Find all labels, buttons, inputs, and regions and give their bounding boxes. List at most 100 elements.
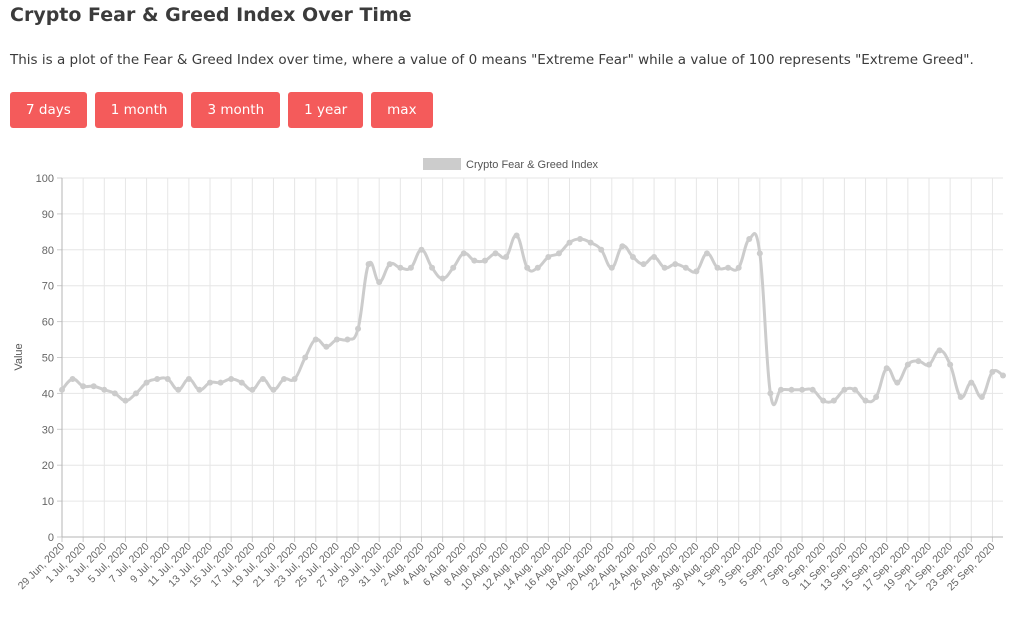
data-point <box>545 253 552 260</box>
data-point <box>481 257 488 264</box>
data-point <box>799 386 806 393</box>
data-point <box>143 379 150 386</box>
data-point <box>725 264 732 271</box>
y-tick-label: 60 <box>42 317 54 329</box>
data-point <box>439 275 446 282</box>
data-point <box>777 386 784 393</box>
data-point <box>693 268 700 275</box>
data-point <box>207 379 214 386</box>
data-point <box>598 246 605 253</box>
data-point <box>746 236 753 243</box>
grid <box>61 177 1003 538</box>
data-point <box>873 393 880 400</box>
page-title: Crypto Fear & Greed Index Over Time <box>10 4 412 26</box>
chart-container: 0 10 20 30 40 50 60 70 80 90 100 29 Jun, 2020 1 Jul,… <box>0 150 1021 626</box>
data-point <box>312 336 319 343</box>
data-point <box>376 279 383 286</box>
data-point <box>471 257 478 264</box>
data-point <box>1000 372 1006 379</box>
y-tick-label: 70 <box>42 281 54 293</box>
data-point <box>429 264 436 271</box>
data-point <box>640 261 647 268</box>
data-point <box>154 376 161 383</box>
data-point <box>164 376 171 383</box>
y-tick-label: 30 <box>42 424 54 436</box>
legend-label: Crypto Fear & Greed Index <box>466 159 599 171</box>
data-point <box>894 379 901 386</box>
data-point <box>386 261 393 268</box>
data-point <box>133 390 140 397</box>
data-point <box>629 253 636 260</box>
data-point <box>460 250 467 257</box>
data-point <box>904 361 911 368</box>
data-point <box>661 264 668 271</box>
data-point <box>619 243 626 250</box>
data-point <box>122 397 129 404</box>
data-point <box>651 253 658 260</box>
data-point <box>767 390 774 397</box>
data-point <box>587 239 594 246</box>
data-point <box>820 397 827 404</box>
data-point <box>703 250 710 257</box>
data-point <box>672 261 679 268</box>
range-button-1-year[interactable]: 1 year <box>288 92 364 128</box>
data-point <box>936 347 943 354</box>
data-point <box>355 325 362 332</box>
data-point <box>344 336 351 343</box>
legend: Crypto Fear & Greed Index <box>423 158 599 171</box>
data-point <box>175 386 182 393</box>
range-button-max[interactable]: max <box>371 92 433 128</box>
data-point <box>323 343 330 350</box>
data-point <box>270 386 277 393</box>
range-button-1-month[interactable]: 1 month <box>94 92 184 128</box>
data-point <box>291 376 298 383</box>
data-point <box>238 379 245 386</box>
y-axis-title: Value <box>13 343 25 370</box>
data-point <box>947 361 954 368</box>
y-tick-label: 80 <box>42 245 54 257</box>
data-point <box>978 393 985 400</box>
data-point <box>249 386 256 393</box>
range-button-7-days[interactable]: 7 days <box>10 92 87 128</box>
data-point <box>566 239 573 246</box>
data-point <box>59 386 65 393</box>
y-tick-label: 0 <box>48 532 54 544</box>
data-point <box>80 383 87 390</box>
y-tick-label: 50 <box>42 353 54 365</box>
data-point <box>555 250 562 257</box>
range-button-group: 7 days 1 month 3 month 1 year max <box>10 92 433 128</box>
data-point <box>957 393 964 400</box>
data-point <box>851 386 858 393</box>
data-point <box>577 236 584 243</box>
data-point <box>809 386 816 393</box>
data-point <box>450 264 457 271</box>
range-button-3-month[interactable]: 3 month <box>191 92 281 128</box>
data-point <box>830 397 837 404</box>
data-point <box>503 253 510 260</box>
data-point <box>185 376 192 383</box>
data-point <box>69 376 76 383</box>
data-point <box>259 376 266 383</box>
y-tick-label: 20 <box>42 460 54 472</box>
data-point <box>217 379 224 386</box>
data-point <box>524 264 531 271</box>
series-line <box>60 232 1004 406</box>
data-point <box>989 368 996 375</box>
data-point <box>841 386 848 393</box>
y-tick-label: 90 <box>42 209 54 221</box>
data-point <box>968 379 975 386</box>
data-point <box>682 264 689 271</box>
data-point <box>281 376 288 383</box>
data-point <box>756 250 763 257</box>
data-point <box>925 361 932 368</box>
data-point <box>101 386 108 393</box>
y-tick-label: 100 <box>36 173 54 185</box>
y-tick-label: 40 <box>42 388 54 400</box>
series <box>59 232 1006 406</box>
data-point <box>534 264 541 271</box>
data-point <box>735 264 742 271</box>
data-point <box>915 358 922 365</box>
data-point <box>365 261 372 268</box>
